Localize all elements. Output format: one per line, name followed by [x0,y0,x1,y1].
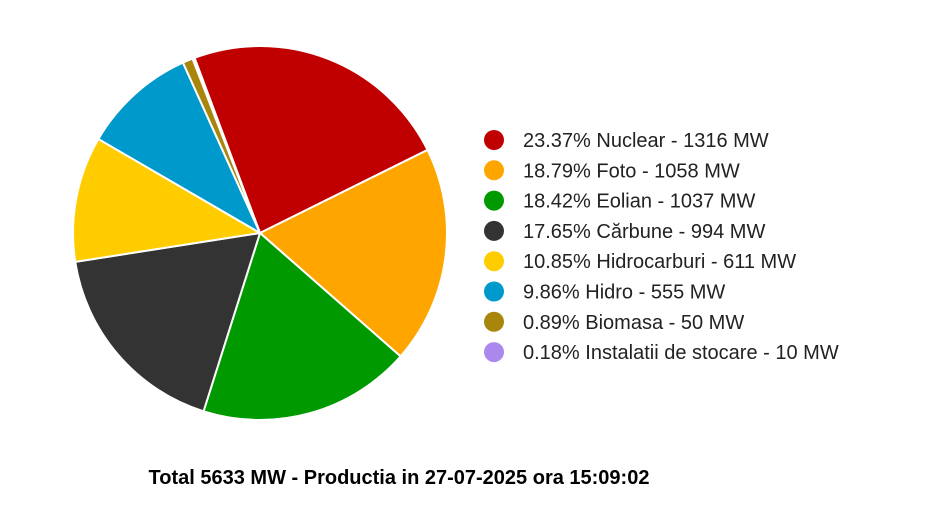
pie-slice-hidro [96,61,263,236]
legend: 23.37% Nuclear - 1316 MW 18.79% Foto - 10… [484,130,839,364]
pie-slice-foto [258,148,448,358]
total-production-label: Total 5633 MW - Productia in 27-07-2025 … [149,467,650,489]
legend-marker [484,190,504,211]
legend-label: 18.79% Foto - 1058 MW [523,160,740,182]
pie [72,45,448,421]
legend-marker [484,251,504,272]
legend-marker [484,160,504,181]
legend-marker [484,281,504,302]
pie-slice-cărbune [74,231,262,413]
legend-label: 18.42% Eolian - 1037 MW [523,191,755,213]
legend-marker [484,220,504,241]
pie-slice-instalatii-de-stocare [191,56,261,234]
legend-label: 0.18% Instalatii de stocare - 10 MW [523,342,839,364]
legend-label: 0.89% Biomasa - 50 MW [523,312,744,334]
pie-slice-hidrocarburi [72,137,263,264]
legend-label: 23.37% Nuclear - 1316 MW [523,130,769,152]
legend-marker [484,311,504,332]
pie-slice-eolian [202,231,402,421]
legend-marker [484,130,504,150]
pie-slice-nuclear [193,45,429,235]
legend-marker [484,342,504,363]
legend-label: 9.86% Hidro - 555 MW [523,282,725,304]
legend-label: 10.85% Hidrocarburi - 611 MW [523,251,796,273]
legend-label: 17.65% Cărbune - 994 MW [523,221,765,243]
